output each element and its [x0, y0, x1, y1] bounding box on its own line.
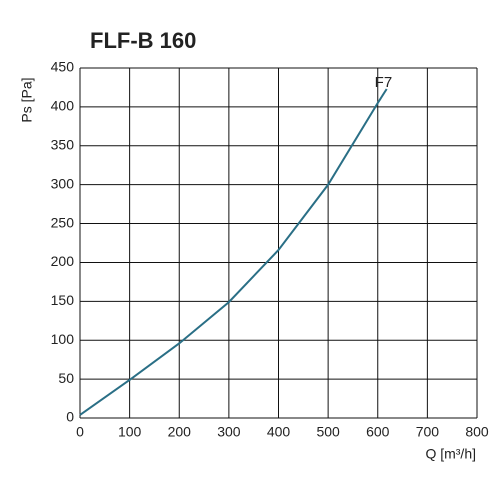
- x-tick-label: 300: [217, 424, 241, 440]
- x-tick-label: 400: [267, 424, 291, 440]
- series-label: F7: [375, 74, 393, 91]
- x-tick-label: 500: [316, 424, 340, 440]
- y-tick-label: 0: [66, 409, 74, 425]
- y-tick-label: 200: [51, 253, 75, 269]
- y-tick-label: 150: [51, 292, 75, 308]
- y-tick-label: 350: [51, 136, 75, 152]
- y-tick-label: 250: [51, 214, 75, 230]
- y-axis-label: Ps [Pa]: [19, 77, 35, 122]
- x-tick-label: 200: [168, 424, 192, 440]
- x-tick-label: 800: [465, 424, 489, 440]
- x-tick-label: 0: [76, 424, 84, 440]
- y-tick-label: 400: [51, 98, 75, 114]
- line: [79, 88, 388, 416]
- x-tick-label: 600: [366, 424, 390, 440]
- x-tick-label: 700: [416, 424, 440, 440]
- y-tick-label: 450: [51, 59, 75, 75]
- x-tick-label: 100: [118, 424, 142, 440]
- chart-title: FLF-B 160: [90, 28, 196, 53]
- y-tick-label: 50: [58, 370, 74, 386]
- x-axis-label: Q [m³/h]: [425, 446, 476, 462]
- y-tick-label: 300: [51, 175, 75, 191]
- y-tick-label: 100: [51, 331, 75, 347]
